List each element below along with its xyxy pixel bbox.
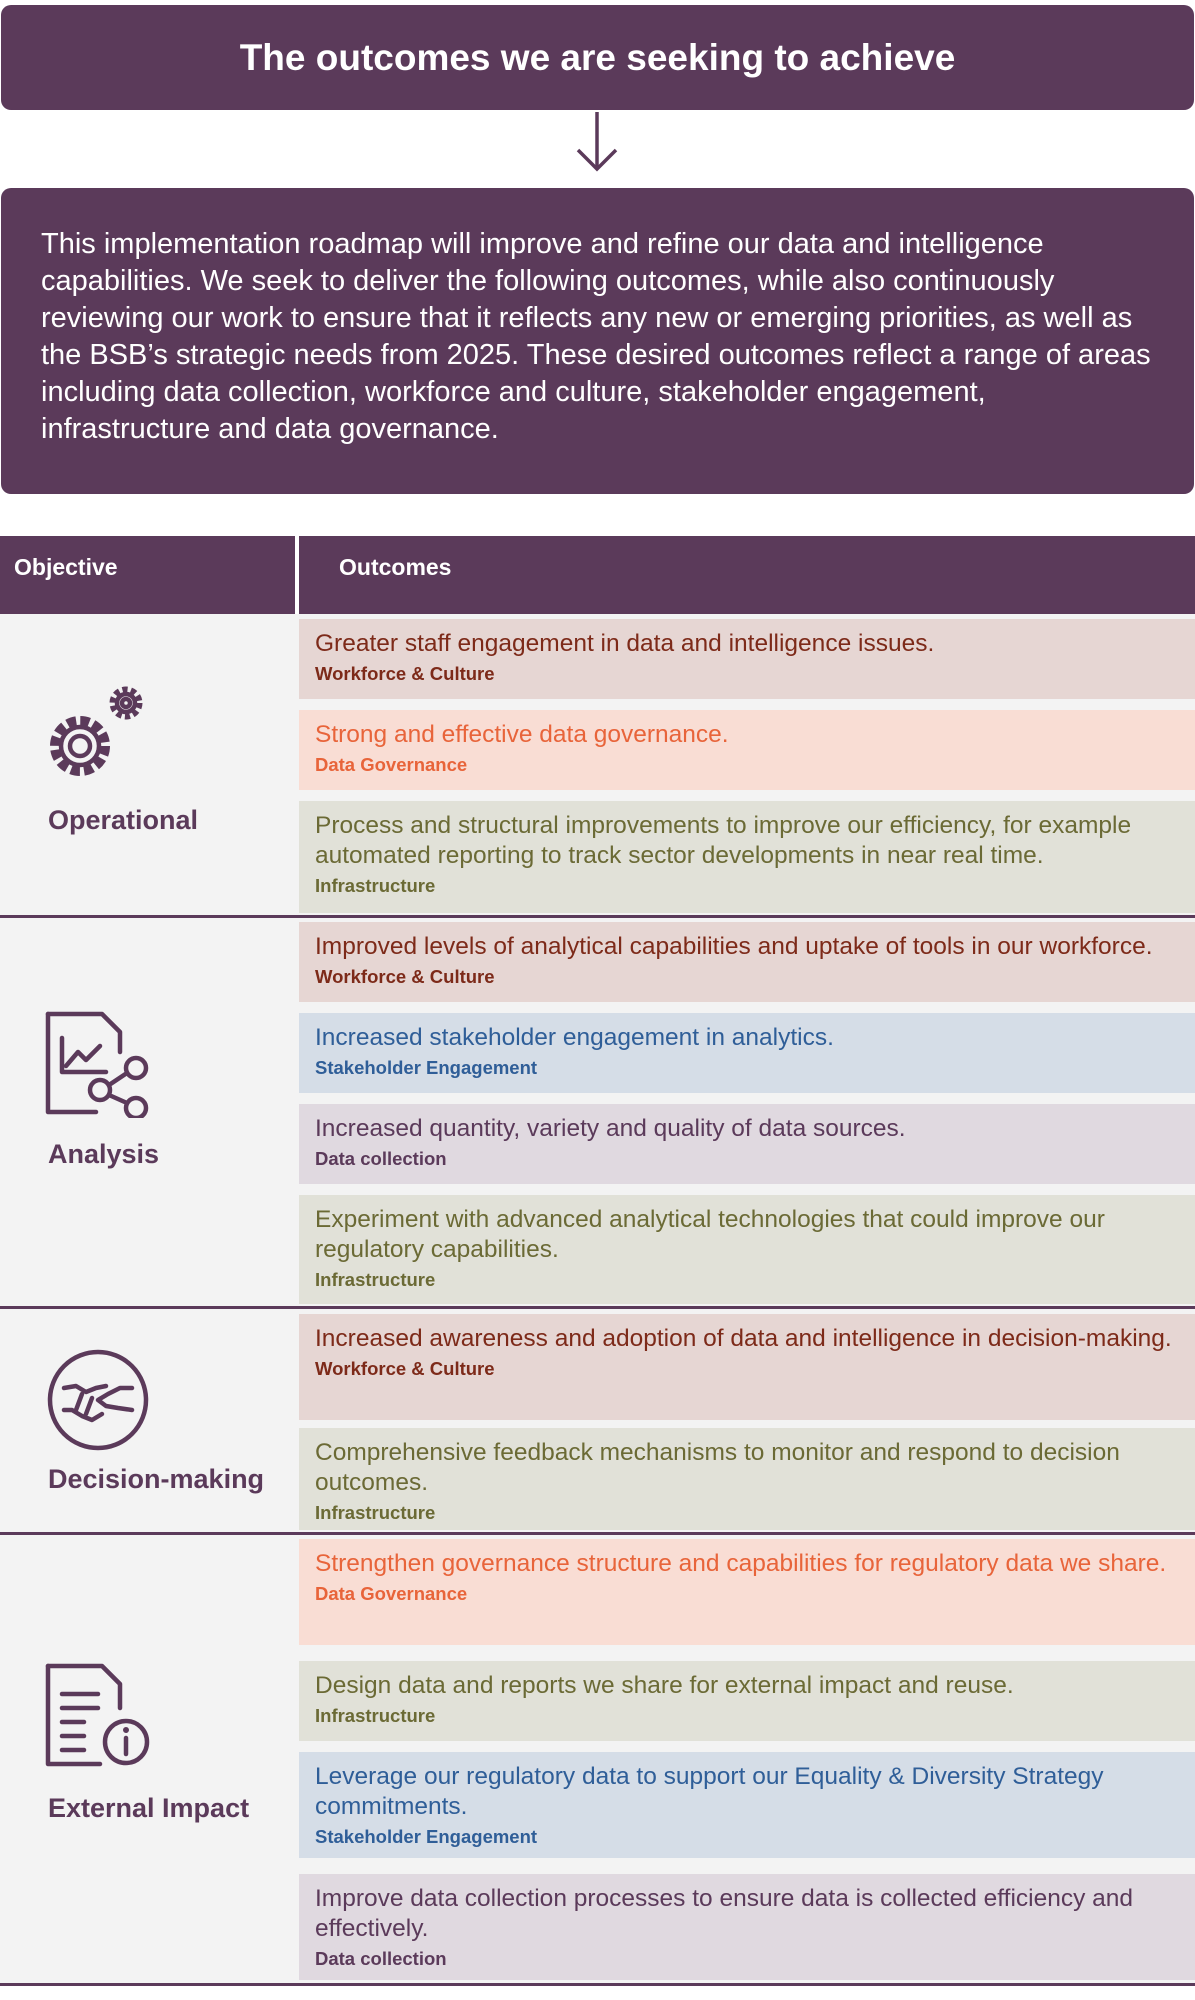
outcome-card: Improved levels of analytical capabiliti… xyxy=(299,922,1195,1002)
outcome-category: Workforce & Culture xyxy=(315,663,495,684)
outcome-category: Workforce & Culture xyxy=(315,966,495,987)
outcome-text: Strong and effective data governance. xyxy=(315,721,729,748)
outcome-text: Increased awareness and adoption of data… xyxy=(315,1325,1172,1352)
page-banner: The outcomes we are seeking to achieve xyxy=(1,5,1194,110)
outcome-text: Increased quantity, variety and quality … xyxy=(315,1115,906,1142)
group-divider xyxy=(0,1532,1195,1535)
objective-label-decision-making: Decision-making xyxy=(48,1464,265,1494)
page-title: The outcomes we are seeking to achieve xyxy=(239,36,956,78)
outcome-text: Greater staff engagement in data and int… xyxy=(315,630,935,657)
outcome-card: Strengthen governance structure and capa… xyxy=(299,1539,1195,1645)
outcome-category: Data collection xyxy=(315,1148,447,1169)
outcome-card: Greater staff engagement in data and int… xyxy=(299,619,1195,699)
outcome-text: Improved levels of analytical capabiliti… xyxy=(315,933,1153,960)
chart-document-share-icon xyxy=(45,1011,149,1118)
outcome-text: Improve data collection processes to ens… xyxy=(315,1885,1134,1942)
gears-icon xyxy=(50,686,143,776)
outcome-text: Design data and reports we share for ext… xyxy=(315,1672,1014,1699)
outcome-card: Strong and effective data governance. Da… xyxy=(299,710,1195,790)
outcome-card: Increased stakeholder engagement in anal… xyxy=(299,1013,1195,1093)
group-divider xyxy=(0,1983,1195,1986)
outcome-card: Leverage our regulatory data to support … xyxy=(299,1752,1195,1858)
outcome-category: Infrastructure xyxy=(315,1269,436,1290)
column-header-outcomes: Outcomes xyxy=(299,536,1195,614)
outcome-card: Experiment with advanced analytical tech… xyxy=(299,1195,1195,1304)
outcome-text: Experiment with advanced analytical tech… xyxy=(315,1206,1105,1263)
outcome-card: Improve data collection processes to ens… xyxy=(299,1874,1195,1980)
column-header-objective: Objective xyxy=(0,536,295,614)
outcome-category: Infrastructure xyxy=(315,875,436,896)
intro-text: This implementation roadmap will improve… xyxy=(41,228,1151,445)
outcome-card: Process and structural improvements to i… xyxy=(299,801,1195,913)
outcome-text: Increased stakeholder engagement in anal… xyxy=(315,1024,834,1051)
outcome-card: Increased quantity, variety and quality … xyxy=(299,1104,1195,1184)
outcome-category: Data Governance xyxy=(315,1583,468,1604)
document-info-icon xyxy=(45,1663,150,1767)
outcome-category: Data Governance xyxy=(315,754,468,775)
outcome-category: Stakeholder Engagement xyxy=(315,1826,538,1847)
intro-panel: This implementation roadmap will improve… xyxy=(1,188,1194,494)
arrow-down-icon xyxy=(576,112,618,172)
outcome-text: Leverage our regulatory data to support … xyxy=(315,1763,1104,1820)
outcome-category: Stakeholder Engagement xyxy=(315,1057,538,1078)
outcome-card: Comprehensive feedback mechanisms to mon… xyxy=(299,1428,1195,1530)
outcome-category: Infrastructure xyxy=(315,1502,436,1523)
outcome-category: Data collection xyxy=(315,1948,447,1969)
objective-label-analysis: Analysis xyxy=(48,1139,160,1169)
outcome-text: Process and structural improvements to i… xyxy=(315,812,1132,869)
outcome-text: Comprehensive feedback mechanisms to mon… xyxy=(315,1439,1120,1496)
handshake-icon xyxy=(47,1349,149,1451)
outcome-text: Strengthen governance structure and capa… xyxy=(315,1550,1167,1577)
outcome-category: Infrastructure xyxy=(315,1705,436,1726)
group-divider xyxy=(0,915,1195,918)
objective-label-operational: Operational xyxy=(48,805,199,835)
objective-label-external-impact: External Impact xyxy=(48,1793,250,1823)
group-divider xyxy=(0,1306,1195,1309)
outcome-card: Increased awareness and adoption of data… xyxy=(299,1314,1195,1420)
outcome-category: Workforce & Culture xyxy=(315,1358,495,1379)
outcome-card: Design data and reports we share for ext… xyxy=(299,1661,1195,1741)
